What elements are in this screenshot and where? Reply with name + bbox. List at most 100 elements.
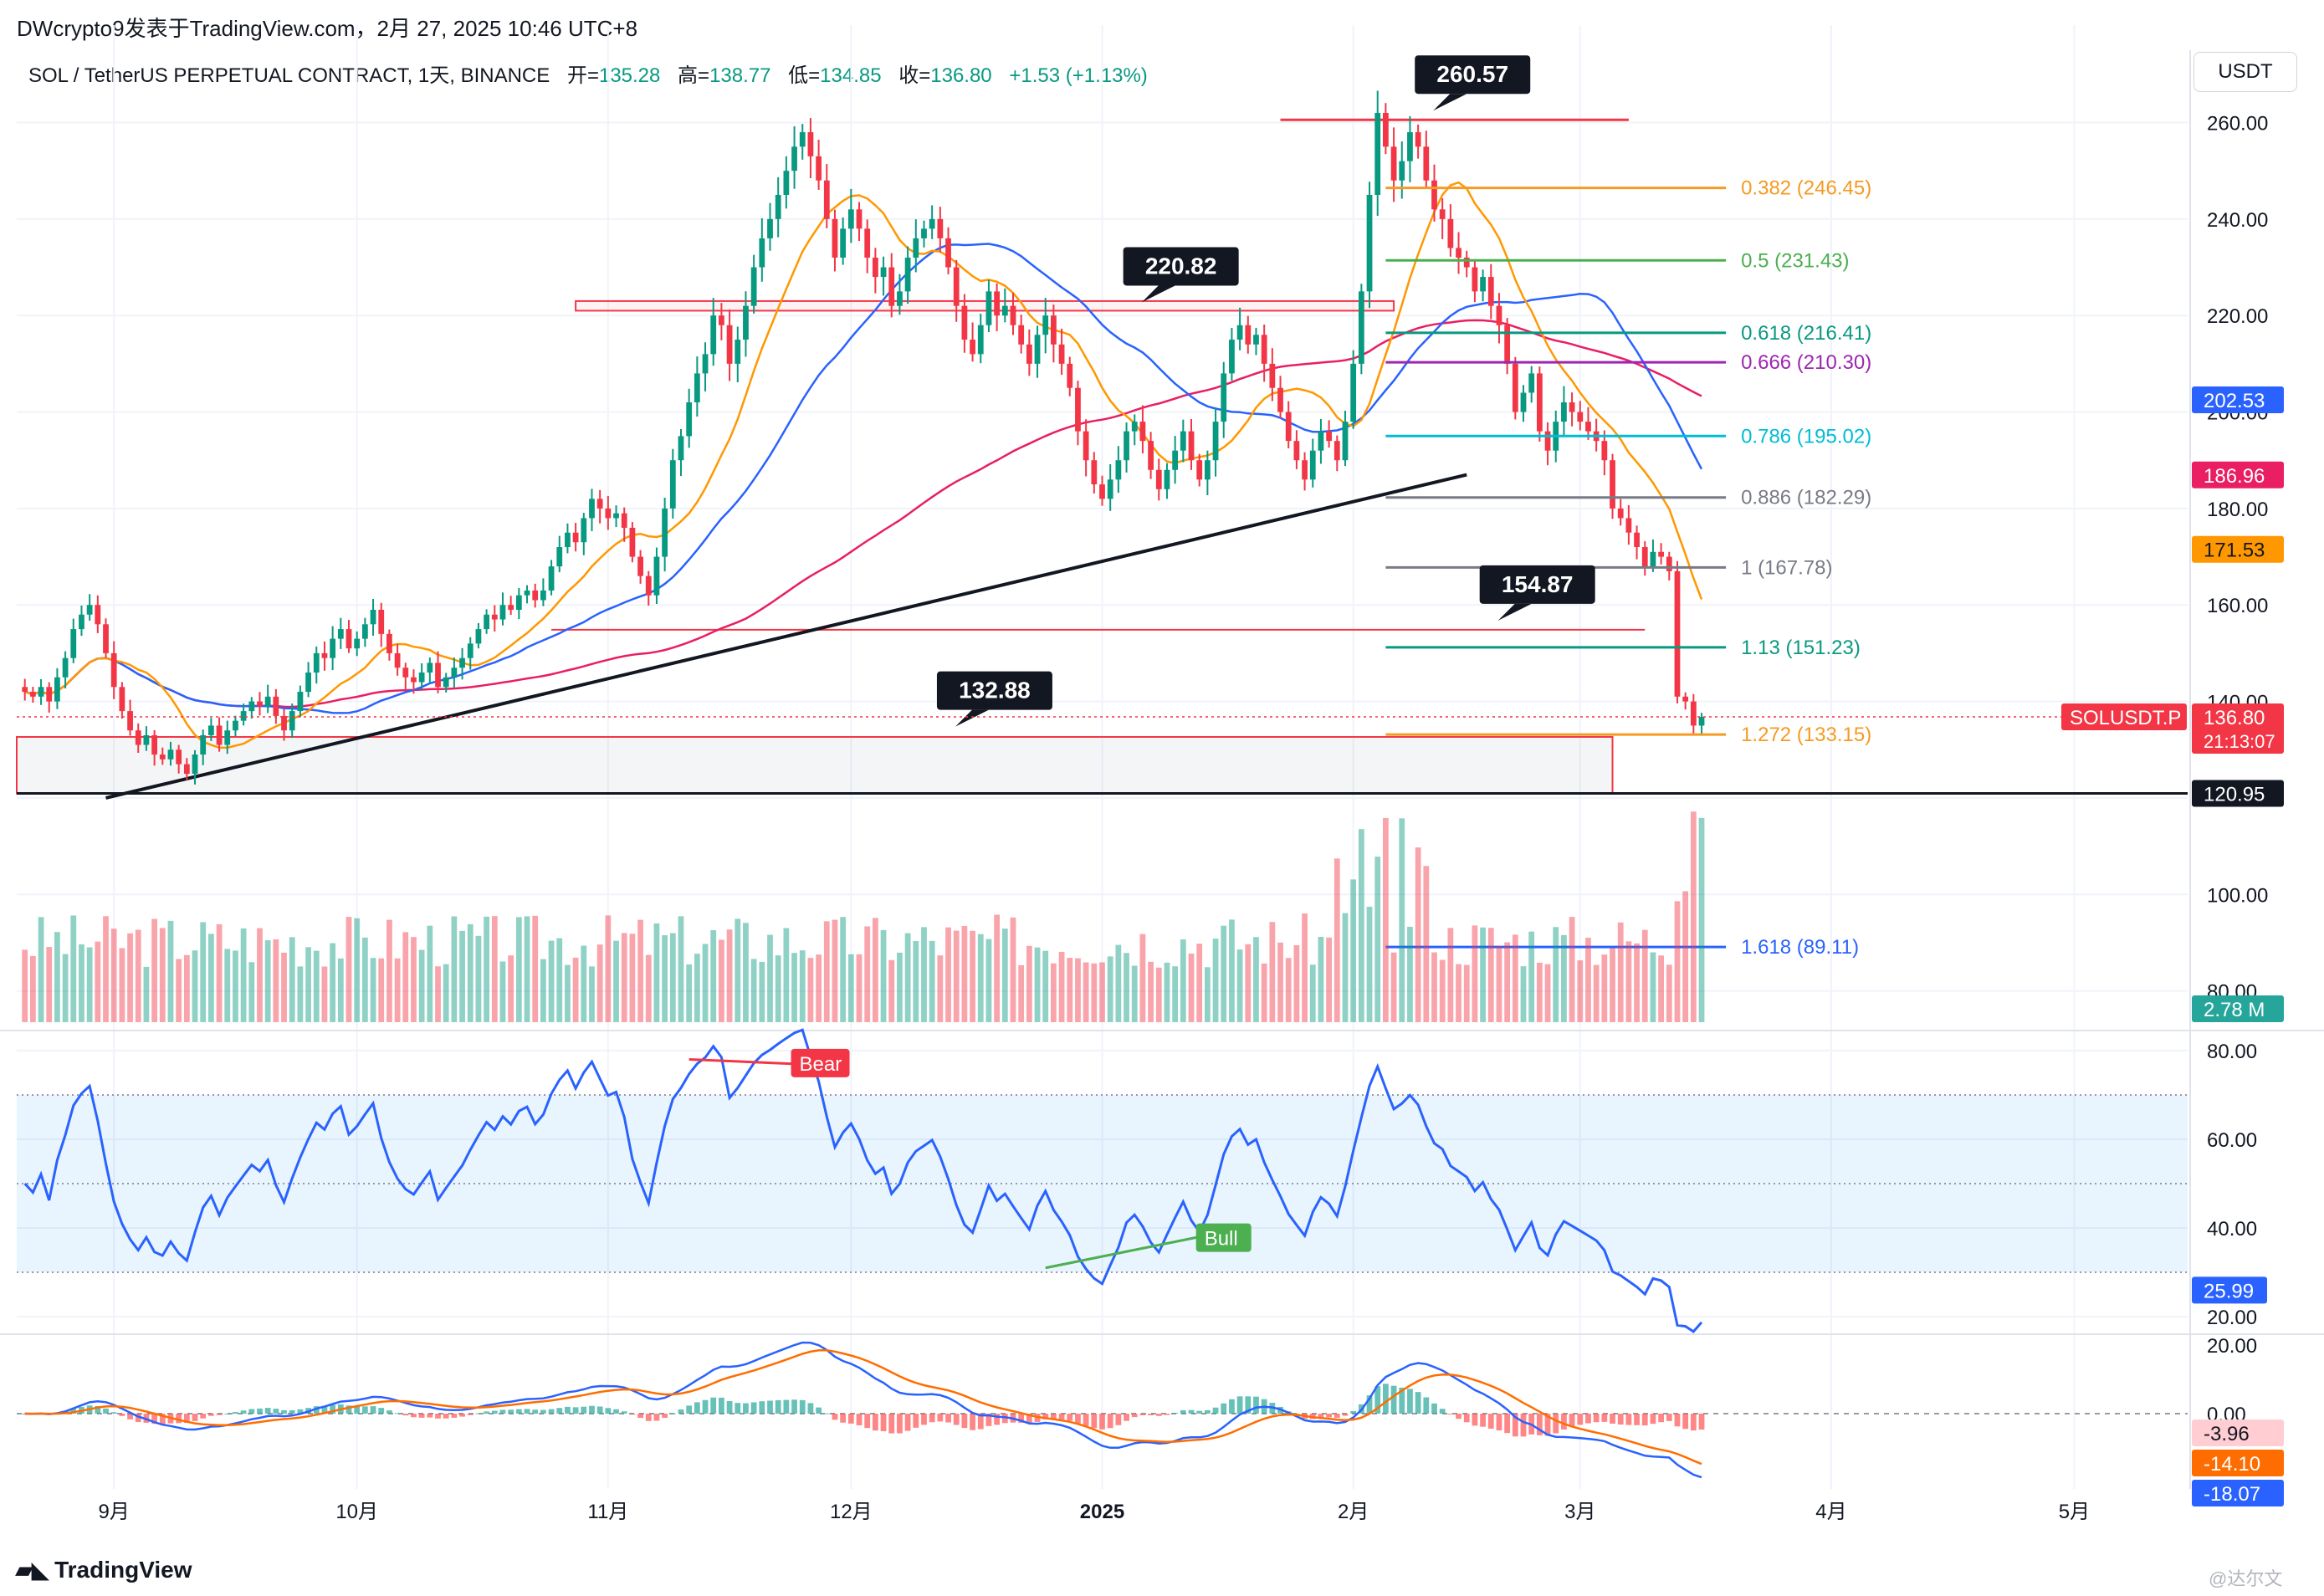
macd-histogram-bar (1091, 1414, 1098, 1429)
open-value: 135.28 (598, 64, 661, 87)
macd-histogram-bar (1561, 1414, 1567, 1430)
macd-histogram-bar (532, 1409, 539, 1414)
macd-histogram-bar (1544, 1414, 1551, 1436)
macd-histogram-bar (305, 1408, 311, 1414)
candle-body (572, 532, 579, 543)
candle-body (1487, 277, 1494, 306)
candle-body (216, 725, 223, 745)
candle-body (1293, 441, 1300, 461)
candle-body (176, 749, 182, 765)
volume-bar (1366, 906, 1373, 1022)
volume-bar (1399, 818, 1405, 1022)
high-value: 138.77 (709, 64, 771, 87)
price-badge-text: 202.53 (2204, 390, 2265, 412)
volume-bar (1350, 879, 1357, 1022)
candle-body (913, 238, 919, 258)
macd-histogram-bar (1456, 1414, 1461, 1420)
currency-selector[interactable]: USDT (2193, 52, 2297, 92)
macd-histogram-bar (1261, 1399, 1267, 1414)
volume-bar (823, 921, 830, 1022)
candle-body (605, 508, 612, 519)
macd-histogram-bar (1569, 1414, 1575, 1427)
candle-body (1091, 460, 1098, 485)
candle-body (289, 711, 295, 731)
candle-body (994, 291, 1001, 316)
volume-bar (1666, 964, 1672, 1022)
price-tick-label: 80.00 (2207, 981, 2257, 1004)
volume-bar (402, 932, 409, 1022)
volume-bar (953, 930, 960, 1022)
candle-body (726, 325, 733, 364)
volume-bar (411, 937, 417, 1022)
candle-body (589, 499, 595, 519)
candle-body (799, 132, 806, 147)
volume-bar (653, 923, 660, 1022)
candle-body (1042, 315, 1049, 335)
macd-histogram-bar (897, 1414, 903, 1434)
candle-body (929, 218, 935, 229)
candle-body (904, 257, 911, 292)
volume-bar (605, 915, 612, 1022)
candle-body (427, 662, 433, 673)
volume-bar (361, 937, 368, 1022)
candle-body (953, 267, 960, 306)
volume-bar (775, 955, 781, 1022)
macd-histogram-bar (807, 1403, 814, 1414)
candle-body (1480, 277, 1486, 292)
macd-histogram-bar (832, 1414, 838, 1420)
volume-bar (1221, 925, 1227, 1022)
candle-body (200, 734, 207, 755)
macd-histogram-bar (977, 1414, 984, 1430)
volume-bar (1099, 962, 1105, 1022)
macd-histogram-bar (378, 1408, 385, 1414)
macd-histogram-bar (589, 1405, 595, 1414)
callout-pointer (955, 709, 989, 727)
macd-badge-text: -18.07 (2204, 1483, 2260, 1506)
candle-body (1472, 267, 1478, 292)
candle-body (378, 610, 385, 634)
candle-body (1610, 460, 1615, 509)
macd-histogram-bar (192, 1414, 198, 1421)
volume-bar (1577, 960, 1584, 1022)
macd-histogram-bar (418, 1414, 425, 1418)
macd-histogram-bar (913, 1414, 919, 1428)
volume-bar (1010, 917, 1016, 1022)
macd-histogram-bar (1026, 1414, 1032, 1424)
macd-histogram-bar (759, 1401, 765, 1414)
candle-body (669, 460, 676, 509)
candle-body (330, 638, 336, 658)
volume-bar (1277, 942, 1283, 1022)
candle-body (524, 590, 530, 596)
volume-bar (273, 939, 279, 1022)
macd-histogram-bar (1051, 1414, 1057, 1420)
candle-body (1124, 431, 1129, 461)
callout-text: 154.87 (1502, 571, 1574, 597)
x-tick-label: 5月 (2059, 1501, 2090, 1523)
candle-body (167, 749, 174, 760)
volume-bar (167, 920, 174, 1022)
candle-body (759, 238, 765, 268)
macd-histogram-bar (1617, 1414, 1624, 1425)
author-watermark: @达尔文 (2209, 1568, 2283, 1589)
macd-histogram-bar (402, 1414, 409, 1416)
candle-body (961, 305, 968, 340)
candle-body (1188, 431, 1195, 461)
candle-body (1415, 132, 1421, 147)
volume-bar (645, 954, 652, 1022)
macd-histogram-bar (1001, 1414, 1008, 1424)
candle-body (475, 629, 482, 644)
volume-bar (629, 934, 636, 1022)
macd-histogram-bar (645, 1414, 652, 1421)
volume-bar (637, 919, 643, 1022)
price-badge-box (2192, 535, 2284, 563)
volume-bar (95, 941, 101, 1022)
candle-body (945, 238, 951, 268)
volume-bar (726, 929, 733, 1022)
candle-body (103, 624, 109, 653)
volume-bar (1383, 817, 1389, 1022)
macd-histogram-bar (491, 1410, 498, 1414)
macd-histogram-bar (70, 1409, 77, 1414)
macd-histogram-bar (1236, 1396, 1243, 1414)
candle-body (1456, 248, 1461, 258)
